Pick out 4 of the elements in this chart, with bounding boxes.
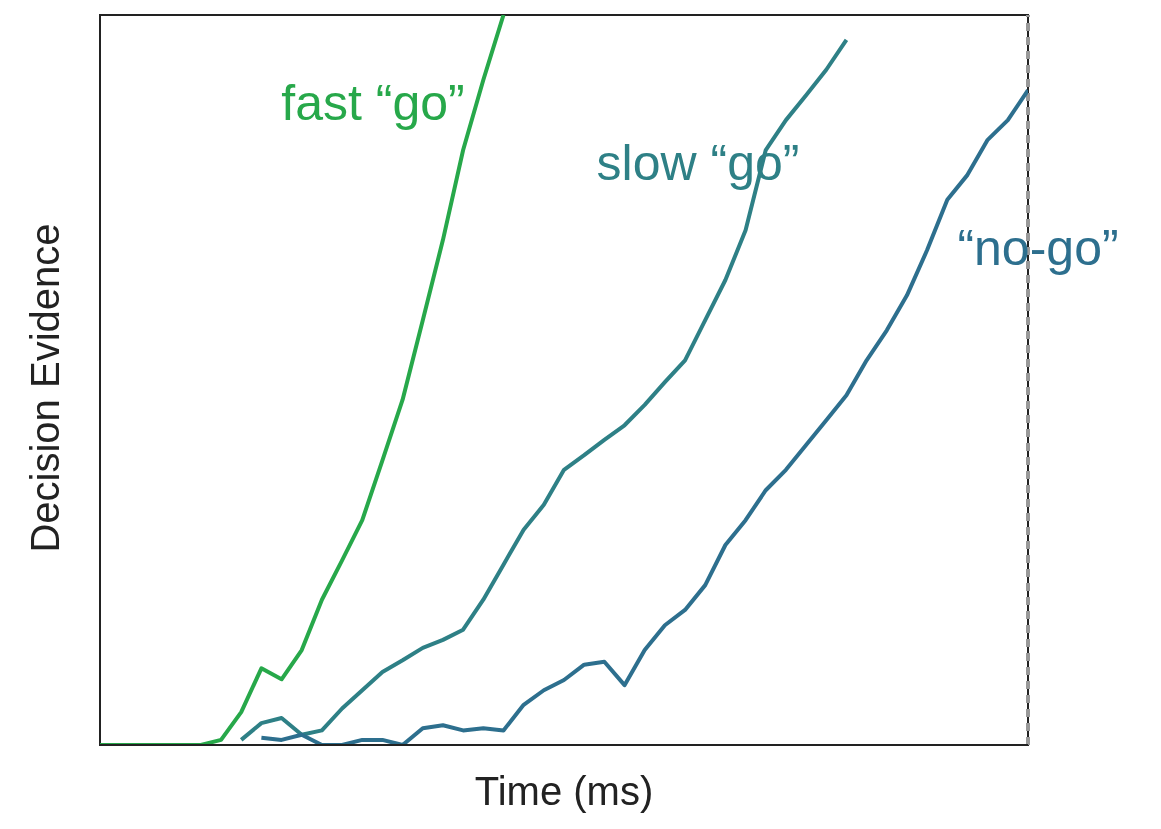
series-label: fast “go” (281, 74, 465, 132)
series-label: “no-go” (957, 219, 1119, 277)
x-axis-title: Time (ms) (474, 769, 654, 813)
y-axis-title: Decision Evidence (22, 223, 68, 553)
